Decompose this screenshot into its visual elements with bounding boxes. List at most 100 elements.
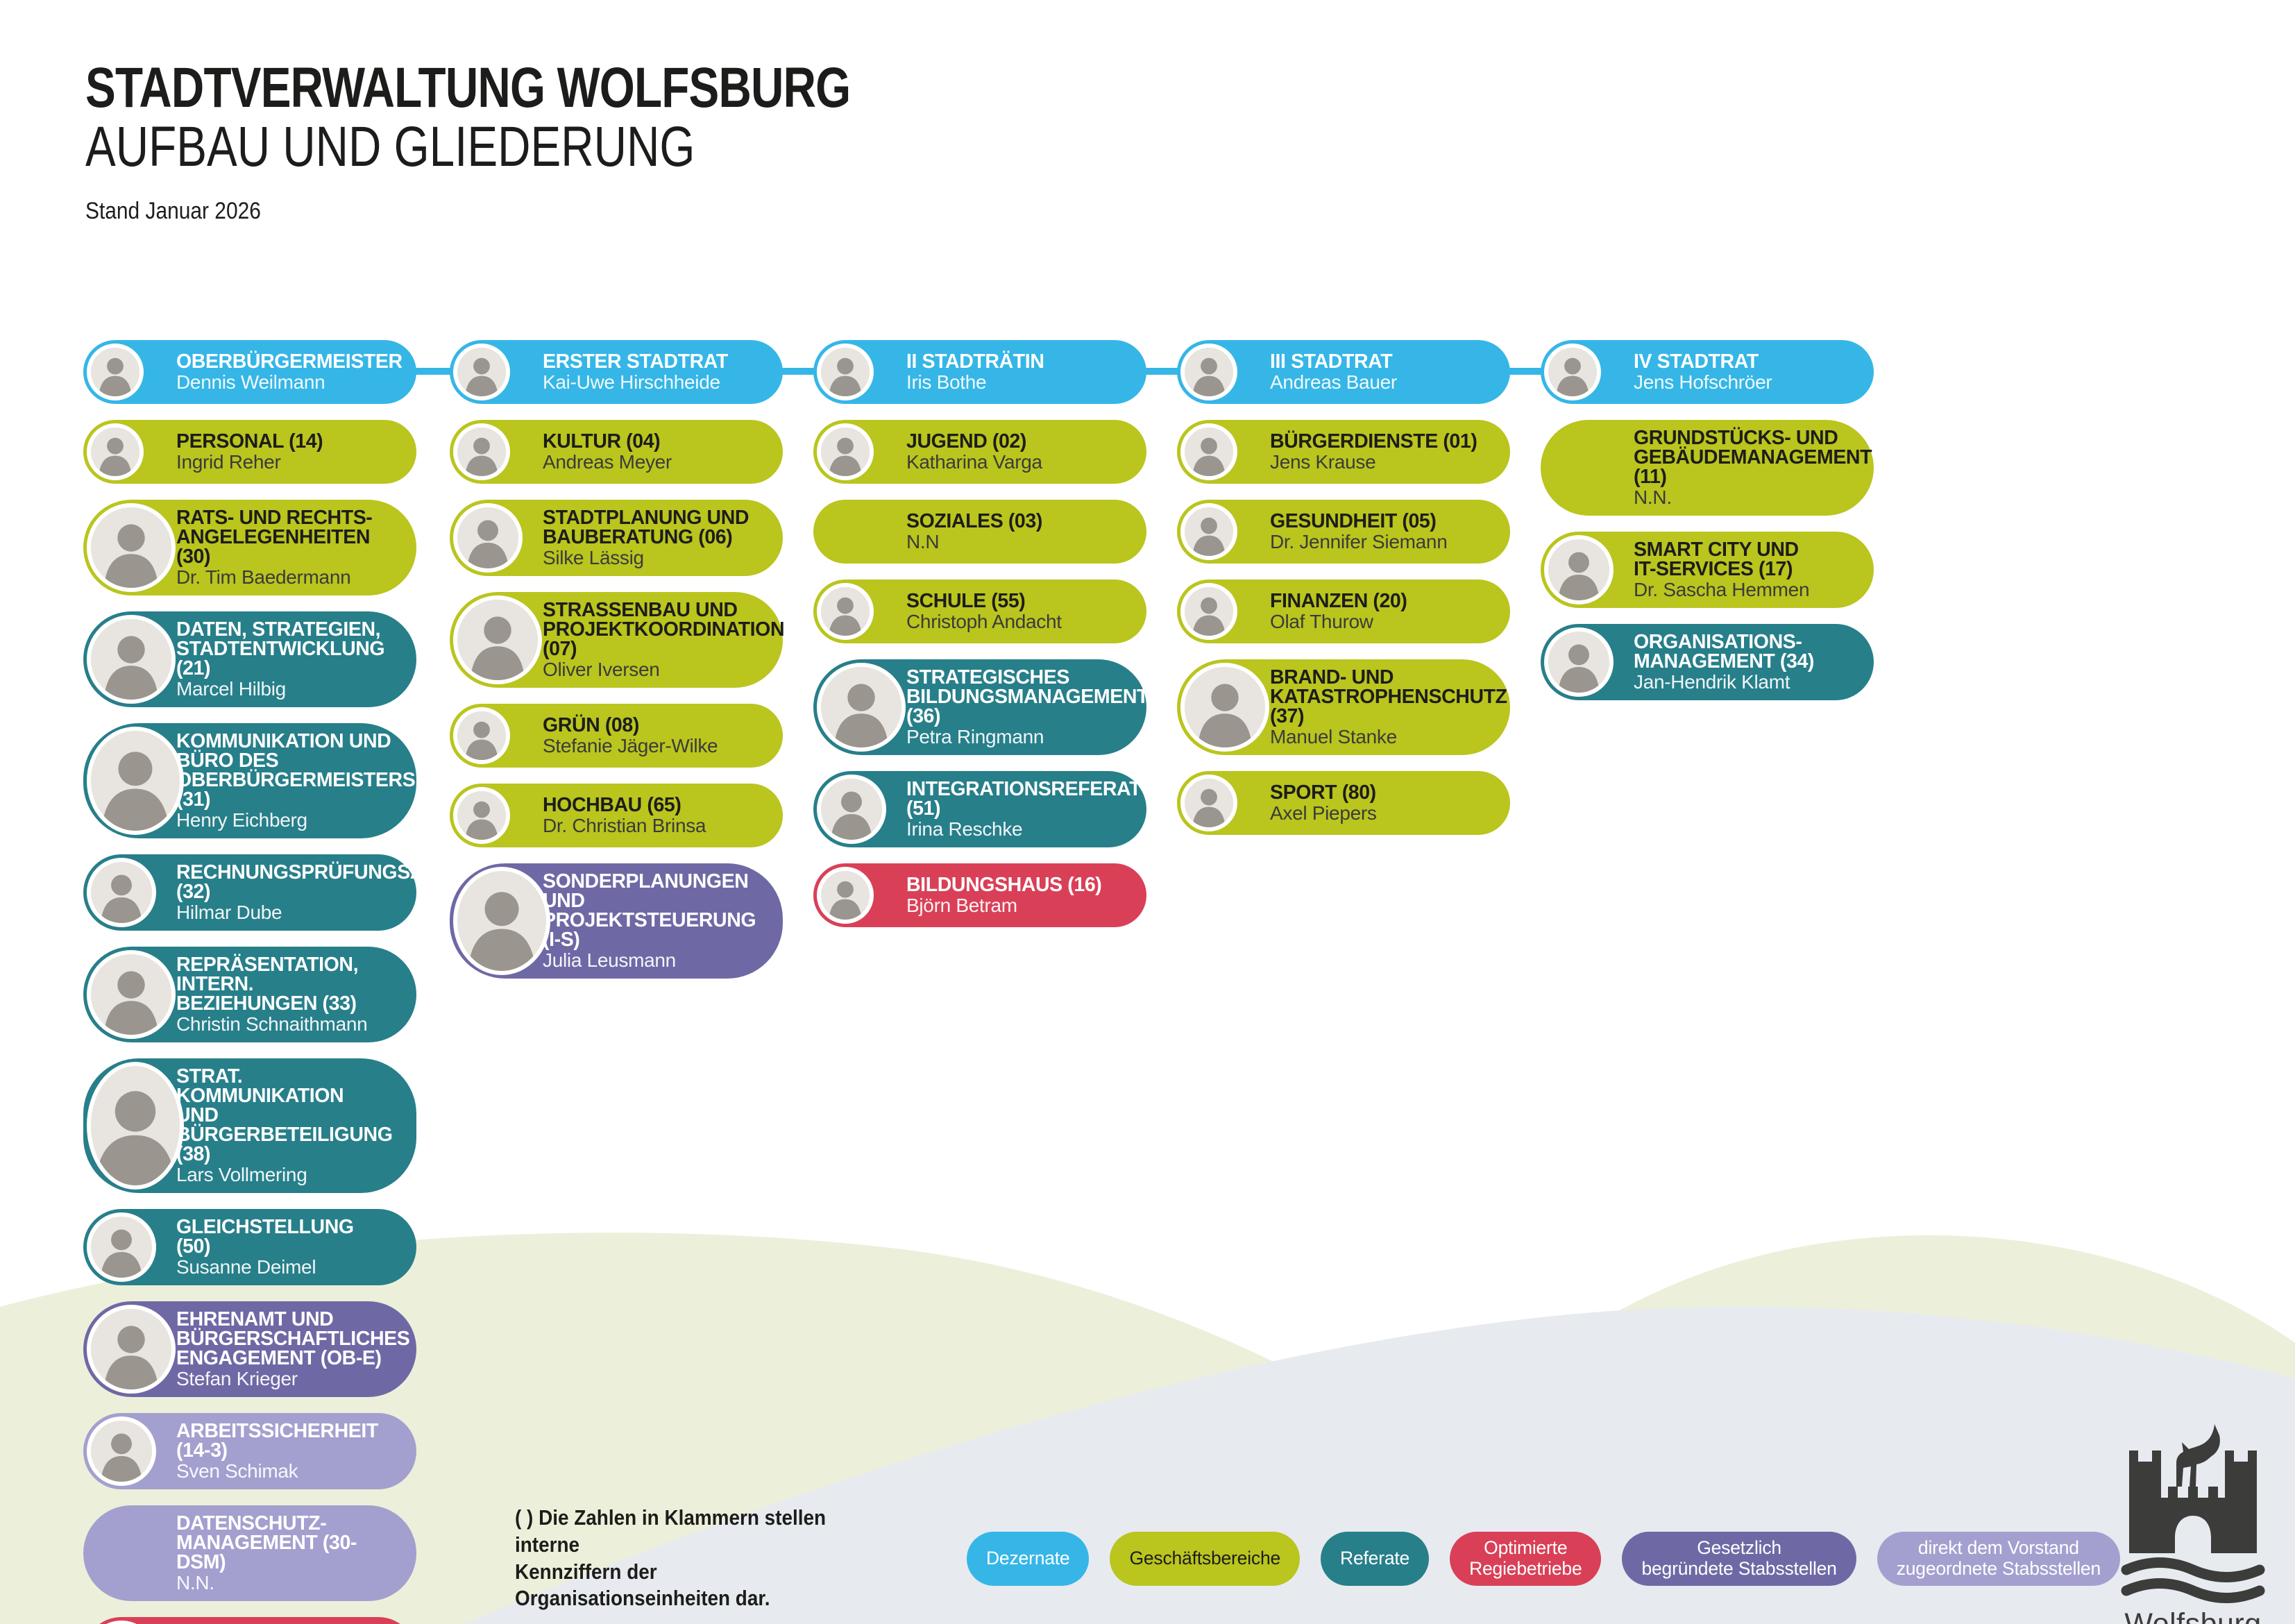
pill-stadtplanung-und-bauberatung-06: STADTPLANUNG UND BAUBERATUNG (06) Silke L… — [450, 500, 783, 576]
unit-lead-name: Jens Krause — [1270, 451, 1376, 473]
portrait-photo — [1180, 503, 1237, 560]
portrait-photo — [817, 344, 874, 400]
unit-title: BILDUNGSHAUS (16) — [906, 874, 1102, 896]
unit-title: PERSONAL (14) — [176, 430, 323, 452]
pill-gruen-08: GRÜN (08) Stefanie Jäger-Wilke — [450, 704, 783, 768]
pill-iii-stadtrat: III STADTRAT Andreas Bauer — [1177, 340, 1510, 404]
unit-lead-name: Andreas Meyer — [543, 451, 672, 473]
unit-lead-name: Christin Schnaithmann — [176, 1013, 368, 1035]
unit-lead-name: Christoph Andacht — [906, 611, 1062, 632]
portrait-photo — [87, 1621, 156, 1624]
unit-lead-name: Henry Eichberg — [176, 809, 307, 831]
unit-lead-name: N.N. — [176, 1572, 214, 1593]
pill-ehrenamt-und-buergerschaftliches-engagement-ob-e: EHRENAMT UND BÜRGERSCHAFTLICHES ENGAGEME… — [83, 1301, 416, 1397]
unit-title: HOCHBAU (65) — [543, 794, 681, 816]
unit-lead-name: Marcel Hilbig — [176, 678, 286, 700]
wolfsburg-castle-wolf-icon — [2121, 1424, 2265, 1603]
unit-lead-name: Dr. Tim Baedermann — [176, 566, 351, 588]
unit-lead-name: Katharina Varga — [906, 451, 1042, 473]
unit-lead-name: Iris Bothe — [906, 371, 987, 393]
portrait-photo — [87, 423, 144, 480]
pill-erster-stadtrat: ERSTER STADTRAT Kai-Uwe Hirschheide — [450, 340, 783, 404]
unit-lead-name: Stefanie Jäger-Wilke — [543, 735, 718, 756]
connector-line — [781, 368, 815, 375]
pill-kultur-04: KULTUR (04) Andreas Meyer — [450, 420, 783, 484]
unit-title: GLEICHSTELLUNG (50) — [176, 1216, 354, 1258]
pill-integrationsreferat-51: INTEGRATIONSREFERAT (51) Irina Reschke — [813, 771, 1146, 847]
portrait-photo — [1180, 583, 1237, 640]
portrait-photo — [87, 344, 144, 400]
unit-lead-name: Dr. Christian Brinsa — [543, 815, 706, 836]
unit-lead-name: Björn Betram — [906, 895, 1017, 916]
portrait-photo — [1544, 344, 1601, 400]
legend-badge-geschaeftsbereiche: Geschäftsbereiche — [1110, 1531, 1301, 1586]
unit-lead-name: Stefan Krieger — [176, 1368, 298, 1389]
unit-lead-name: Axel Piepers — [1270, 802, 1377, 824]
wolfsburg-logo: Wolfsburg — [2106, 1381, 2280, 1624]
portrait-photo — [1180, 344, 1237, 400]
portrait-photo — [1544, 627, 1614, 697]
pill-kommunikation-und-buero-des-oberbuergermeisters-31: KOMMUNIKATION UND BÜRO DES OBERBÜRGERMEI… — [83, 723, 416, 838]
pill-finanzen-20: FINANZEN (20) Olaf Thurow — [1177, 580, 1510, 643]
unit-title: GRÜN (08) — [543, 714, 639, 736]
unit-lead-name: Dr. Jennifer Siemann — [1270, 531, 1448, 552]
unit-title: STRATEGISCHES BILDUNGSMANAGEMENT (36) — [906, 666, 1149, 727]
portrait-photo — [1180, 663, 1269, 752]
portrait-photo — [453, 787, 510, 844]
portrait-photo — [87, 727, 184, 835]
pill-schule-55: SCHULE (55) Christoph Andacht — [813, 580, 1146, 643]
page-header: STADTVERWALTUNG WOLFSBURG AUFBAU UND GLI… — [85, 58, 1042, 225]
pill-jugend-02: JUGEND (02) Katharina Varga — [813, 420, 1146, 484]
portrait-photo — [453, 344, 510, 400]
unit-title: SPORT (80) — [1270, 781, 1376, 804]
portrait-photo — [1180, 423, 1237, 480]
unit-title: STADTPLANUNG UND BAUBERATUNG (06) — [543, 507, 750, 548]
portrait-photo — [1180, 775, 1237, 831]
pill-strat-kommunikation-und-buergerbeteiligung-38: STRAT. KOMMUNIKATION UND BÜRGERBETEILIGU… — [83, 1058, 416, 1193]
unit-title: SOZIALES (03) — [906, 510, 1042, 532]
portrait-photo — [817, 583, 874, 640]
unit-lead-name: Hilmar Dube — [176, 902, 282, 923]
pill-bildungshaus-16: BILDUNGSHAUS (16) Björn Betram — [813, 863, 1146, 927]
pill-strategisches-bildungsmanagement-36: STRATEGISCHES BILDUNGSMANAGEMENT (36) Pet… — [813, 659, 1149, 755]
unit-lead-name: Jens Hofschröer — [1634, 371, 1772, 393]
pill-soziales-03: SOZIALES (03) N.N — [813, 500, 1146, 564]
unit-title: INTEGRATIONSREFERAT (51) — [906, 778, 1142, 820]
unit-lead-name: Lars Vollmering — [176, 1164, 307, 1185]
portrait-photo — [87, 615, 176, 704]
unit-title: SMART CITY UND IT-SERVICES (17) — [1634, 539, 1799, 580]
portrait-photo — [87, 1305, 176, 1394]
column-ii-stadtraetin: II STADTRÄTIN Iris Bothe JUGEND (02) Kathar… — [813, 340, 1149, 927]
unit-title: RECHNUNGSPRÜFUNGSAMT (32) — [176, 861, 452, 903]
pill-sonderplanungen-und-projektsteuerung-i-s: SONDERPLANUNGEN UND PROJEKTSTEUERUNG (I-… — [450, 863, 783, 979]
unit-title: III STADTRAT — [1270, 350, 1393, 373]
unit-title: STRAT. KOMMUNIKATION UND BÜRGERBETEILIGU… — [176, 1065, 393, 1165]
portrait-photo — [453, 867, 550, 975]
unit-lead-name: Julia Leusmann — [543, 949, 676, 971]
portrait-photo — [87, 1212, 156, 1282]
legend-badge-dezernate: Dezernate — [967, 1531, 1090, 1586]
portrait-photo — [87, 1416, 156, 1486]
connector-line — [1144, 368, 1179, 375]
portrait-photo — [453, 503, 523, 573]
portrait-photo — [817, 423, 874, 480]
page-title-line2: AUFBAU UND GLIEDERUNG — [85, 115, 695, 179]
unit-title: IV STADTRAT — [1634, 350, 1759, 373]
pill-gesundheit-05: GESUNDHEIT (05) Dr. Jennifer Siemann — [1177, 500, 1510, 564]
pill-gleichstellung-50: GLEICHSTELLUNG (50) Susanne Deimel — [83, 1209, 416, 1285]
unit-lead-name: Silke Lässig — [543, 547, 644, 568]
legend-note: ( ) Die Zahlen in Klammern stellen inter… — [515, 1505, 827, 1611]
unit-lead-name: Sven Schimak — [176, 1460, 298, 1482]
portrait-photo — [87, 858, 156, 927]
pill-hochbau-65: HOCHBAU (65) Dr. Christian Brinsa — [450, 784, 783, 847]
connector-line — [1508, 368, 1543, 375]
pill-personal-14: PERSONAL (14) Ingrid Reher — [83, 420, 416, 484]
unit-title: SCHULE (55) — [906, 590, 1026, 612]
unit-lead-name: Dennis Weilmann — [176, 371, 325, 393]
portrait-photo — [453, 595, 542, 684]
pill-ii-stadtraetin: II STADTRÄTIN Iris Bothe — [813, 340, 1146, 404]
unit-lead-name: Manuel Stanke — [1270, 726, 1397, 747]
unit-title: FINANZEN (20) — [1270, 590, 1407, 612]
